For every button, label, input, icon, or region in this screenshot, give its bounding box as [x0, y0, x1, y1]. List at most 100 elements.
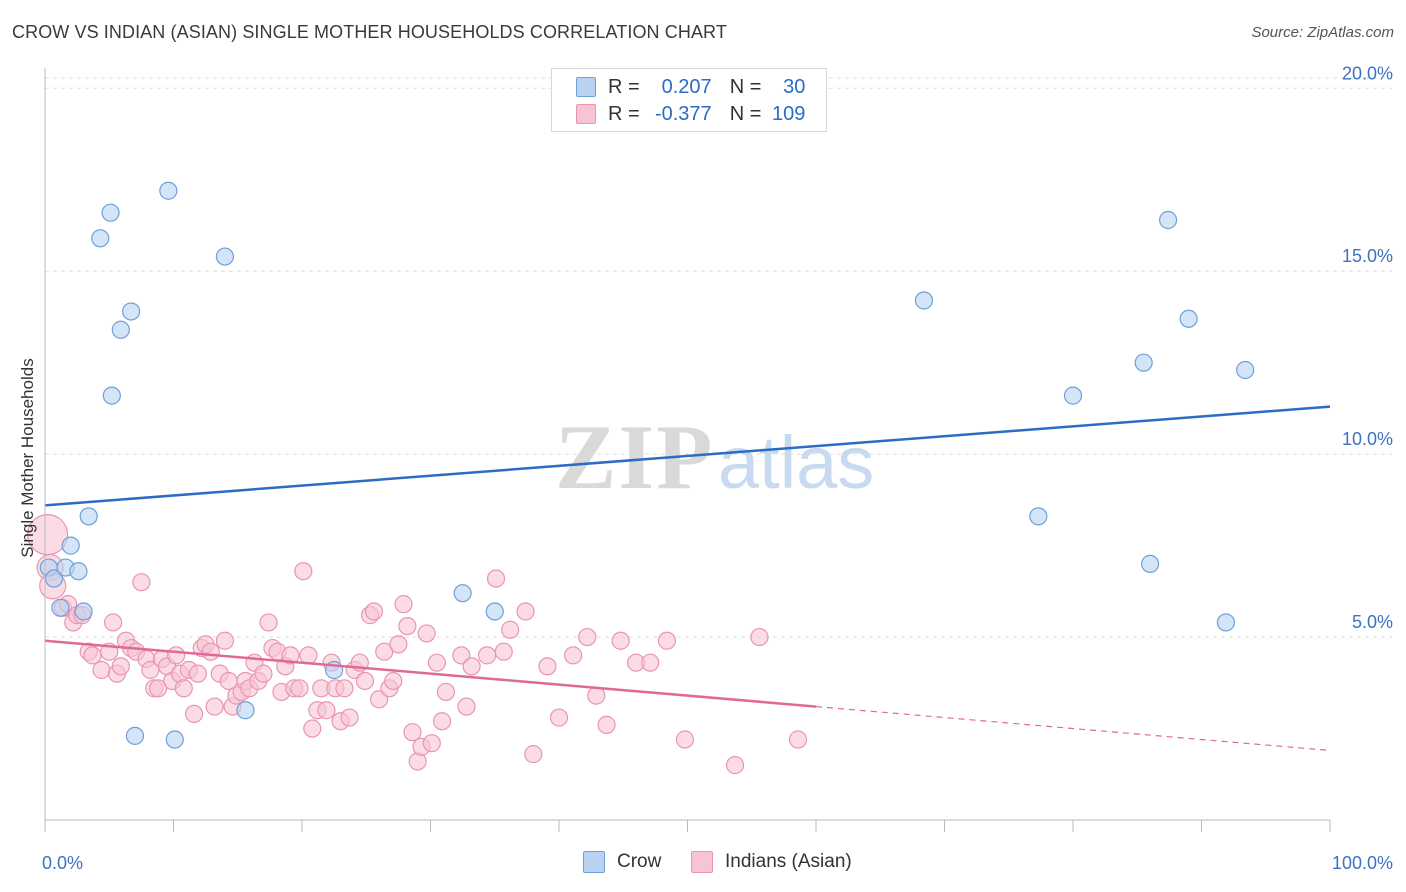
indian-point [188, 664, 208, 683]
indian-point [281, 646, 300, 665]
indian-point [375, 642, 394, 661]
indian-point [259, 613, 278, 632]
indian-point [148, 679, 168, 698]
indian-r-label: R = [608, 102, 640, 125]
indian-point [132, 573, 151, 592]
crow-point [1063, 386, 1083, 405]
legend-crow-swatch [583, 851, 605, 873]
indian-point [486, 569, 506, 588]
indian-point [462, 657, 481, 676]
crow-point [51, 598, 70, 617]
crow-point [69, 562, 88, 581]
indian-point [587, 686, 606, 705]
crow-point [101, 203, 120, 222]
crow-point [121, 302, 141, 321]
indian-swatch [576, 104, 596, 124]
legend-row-indian: R = -0.377 N = 109 [576, 101, 805, 127]
crow-point [111, 320, 130, 339]
indian-point [750, 627, 769, 647]
x-tick-label-min: 0.0% [42, 853, 83, 873]
indian-point [83, 646, 102, 665]
y-tick-label: 20.0% [1342, 63, 1393, 83]
indian-point [384, 671, 403, 691]
crow-point [102, 386, 121, 405]
indian-point [549, 708, 569, 727]
indian-point [215, 631, 234, 650]
indian-point [538, 657, 557, 676]
indian-r-value: -0.377 [654, 102, 712, 125]
indian-point [389, 635, 408, 654]
indian-point [427, 653, 447, 672]
indian-point [340, 708, 359, 727]
indian-point [403, 723, 422, 742]
indian-point [725, 756, 745, 775]
grid-lines: 5.0% 10.0% 15.0% 20.0% [45, 63, 1393, 638]
indian-point [294, 562, 313, 581]
legend-indian-swatch [691, 851, 713, 873]
crow-point [1158, 210, 1178, 230]
indian-point [201, 642, 220, 661]
trend-lines [44, 405, 1331, 752]
legend-item-indian: Indians (Asian) [691, 851, 852, 873]
indian-point [92, 660, 111, 680]
indian-point [524, 745, 543, 764]
indian-n-label: N = [729, 102, 762, 125]
crow-point [165, 730, 184, 749]
indian-point [611, 631, 630, 650]
indian-point [432, 712, 452, 731]
crow-point [1236, 360, 1255, 380]
crow-swatch [576, 77, 596, 97]
crow-trend-line [44, 405, 1331, 507]
series-legend: Crow Indians (Asian) [0, 851, 1406, 877]
indian-point [417, 624, 436, 643]
crow-point [74, 602, 93, 621]
watermark: ZIP atlas [555, 406, 874, 508]
indian-point [364, 602, 384, 621]
indian-point [111, 657, 130, 676]
indian-point [290, 679, 309, 698]
crow-r-value: 0.207 [661, 75, 712, 98]
crow-point [485, 602, 504, 621]
crow-point [1216, 613, 1236, 632]
indian-point [436, 682, 456, 702]
indian-point [205, 697, 224, 716]
crow-point [125, 726, 145, 745]
indian-point [355, 671, 375, 691]
legend-crow-label: Crow [617, 851, 662, 872]
indian-n-value: 109 [772, 102, 806, 125]
chart-title: CROW VS INDIAN (ASIAN) SINGLE MOTHER HOU… [12, 22, 727, 42]
indian-point [641, 653, 660, 672]
indian-point [303, 719, 322, 738]
indian-point [254, 664, 273, 683]
crow-point [453, 584, 472, 603]
indian-point [174, 679, 193, 698]
crow-point [215, 247, 234, 266]
indian-point [166, 646, 186, 665]
series-indians-asian [26, 514, 808, 775]
legend-item-crow: Crow [583, 851, 661, 873]
axes: 0.0% 100.0% [42, 68, 1393, 873]
indian-point [457, 697, 476, 716]
crow-point [1029, 507, 1048, 526]
indian-point [422, 734, 441, 753]
legend-row-crow: R = 0.207 N = 30 [576, 74, 805, 100]
indian-point [317, 701, 336, 720]
crow-r-label: R = [608, 75, 640, 98]
correlation-legend: R = 0.207 N = 30 R = -0.377 N = 109 [551, 68, 827, 132]
indian-point [675, 730, 695, 749]
watermark-atlas: atlas [718, 421, 874, 504]
indian-point [184, 704, 204, 724]
indian-point [516, 602, 535, 621]
indian-point [299, 646, 318, 665]
crow-point [79, 507, 98, 526]
indian-point [564, 646, 583, 665]
crow-point [91, 229, 110, 248]
indian-trend-extension [815, 705, 1331, 752]
crow-point [1134, 353, 1153, 372]
crow-point [1179, 309, 1198, 328]
crow-point [159, 181, 178, 200]
indian-point [104, 613, 123, 632]
y-tick-label: 10.0% [1342, 429, 1393, 449]
indian-point [398, 616, 417, 636]
